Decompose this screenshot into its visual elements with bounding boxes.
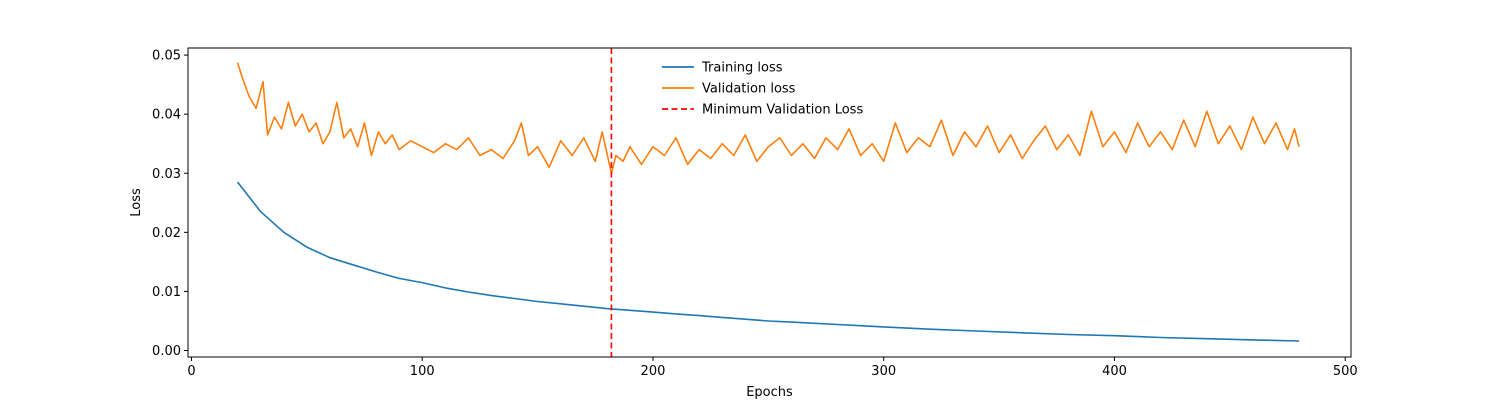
y-tick-label: 0.00 (152, 344, 181, 359)
series-line-validation-loss (236, 62, 1300, 175)
x-tick-label: 200 (641, 364, 666, 379)
x-tick-label: 400 (1102, 364, 1127, 379)
x-axis-ticks: 0 100 200 300 400 500 (187, 357, 1358, 379)
legend-label-min-validation-loss: Minimum Validation Loss (702, 103, 863, 118)
x-axis-label: Epochs (746, 385, 793, 400)
legend: Training loss Validation loss Minimum Va… (662, 61, 863, 118)
y-axis-ticks: 0.00 0.01 0.02 0.03 0.04 0.05 (152, 49, 188, 359)
axes-frame (187, 47, 1352, 358)
y-tick-label: 0.01 (152, 285, 181, 300)
y-axis-label: Loss (129, 188, 144, 217)
y-tick-label: 0.04 (152, 108, 181, 123)
series-layer (236, 62, 1300, 342)
x-tick-label: 300 (871, 364, 896, 379)
x-tick-label: 0 (187, 364, 195, 379)
y-tick-label: 0.03 (152, 167, 181, 182)
x-tick-label: 100 (410, 364, 435, 379)
series-line-training-loss (236, 181, 1300, 342)
legend-label-training-loss: Training loss (701, 61, 783, 76)
x-tick-label: 500 (1333, 364, 1358, 379)
legend-label-validation-loss: Validation loss (702, 82, 796, 97)
y-tick-label: 0.05 (152, 49, 181, 64)
y-tick-label: 0.02 (152, 226, 181, 241)
